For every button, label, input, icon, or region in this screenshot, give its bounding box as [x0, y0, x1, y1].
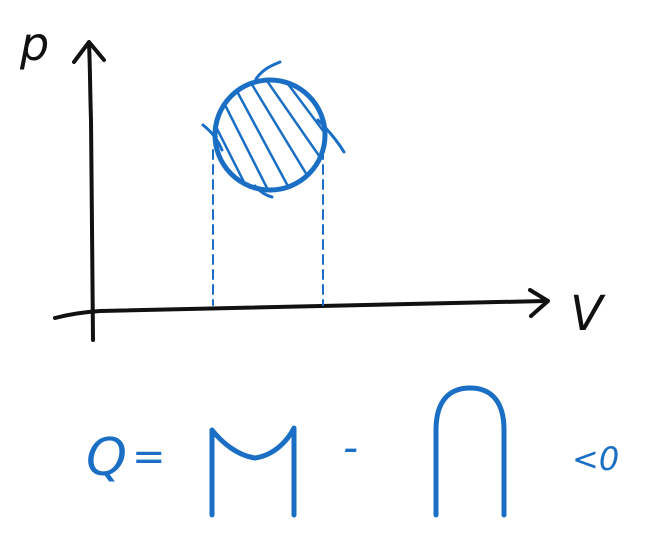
y-axis — [72, 40, 106, 342]
equation-relation: <0 — [572, 440, 619, 478]
upper-path-area-icon — [433, 385, 507, 518]
heat-equation: Q = - <0 — [86, 385, 619, 518]
equation-minus: - — [343, 423, 358, 472]
x-axis-label: V — [570, 286, 606, 342]
equation-q: Q — [86, 428, 127, 488]
x-axis — [53, 288, 550, 320]
equation-equals: = — [132, 434, 166, 480]
lower-path-area-icon — [209, 425, 297, 518]
cycle-loop — [201, 60, 346, 199]
y-axis-label: p — [19, 17, 49, 71]
projection-lines — [212, 149, 324, 306]
